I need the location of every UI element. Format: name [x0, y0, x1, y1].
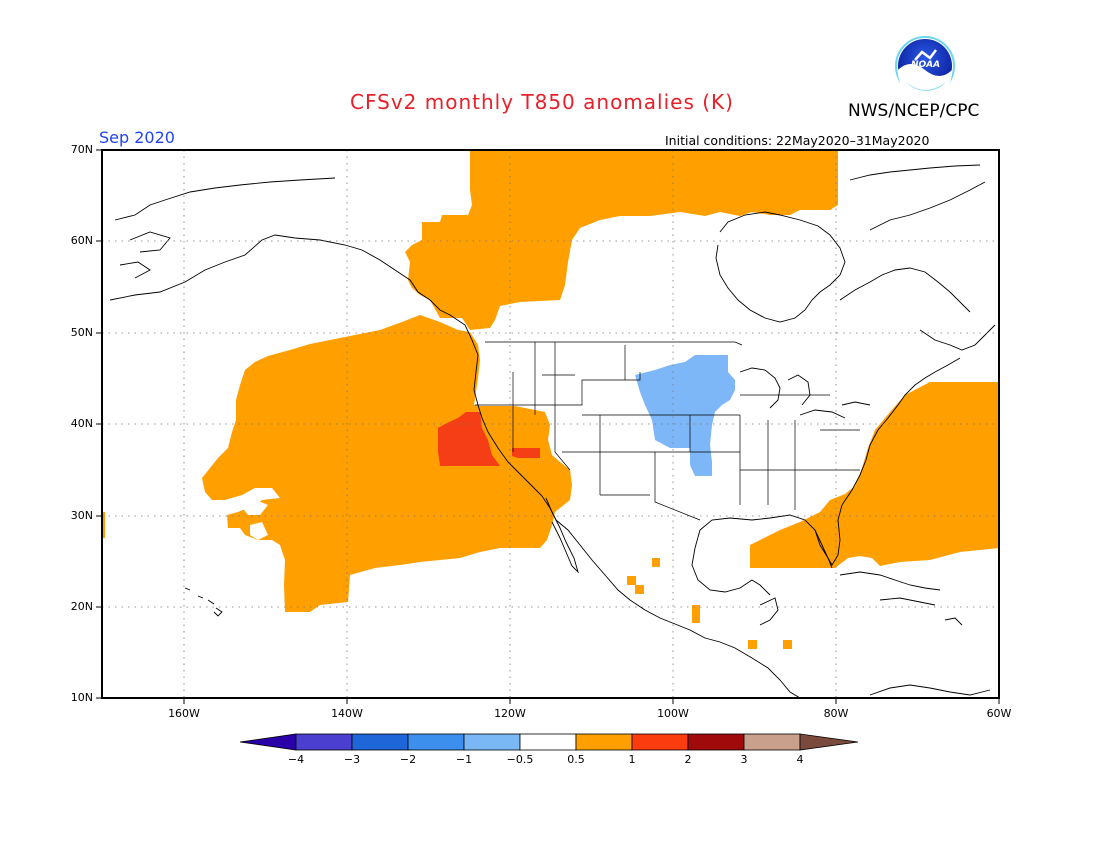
- colorbar-label: −4: [287, 753, 305, 766]
- colorbar-label: 2: [684, 753, 692, 766]
- map-area: [102, 150, 999, 698]
- initial-conditions: Initial conditions: 22May2020–31May2020: [665, 133, 930, 148]
- colorbar-arrow-low: [239, 733, 297, 751]
- colorbar-swatch: [687, 733, 745, 751]
- valid-month: Sep 2020: [99, 128, 175, 147]
- state-borders: [475, 341, 860, 521]
- anomaly-region-red-small: [512, 448, 540, 458]
- colorbar-label: 4: [796, 753, 804, 766]
- noaa-logo: [895, 36, 955, 99]
- lon-label: 100W: [657, 707, 689, 720]
- colorbar-label: −0.5: [506, 753, 534, 766]
- colorbar-swatch: [575, 733, 633, 751]
- lat-label: 30N: [70, 509, 93, 522]
- colorbar-label: −3: [343, 753, 361, 766]
- lon-label: 120W: [494, 707, 526, 720]
- graticule: [102, 150, 999, 698]
- colorbar-swatch: [351, 733, 409, 751]
- colorbar-label: −2: [399, 753, 417, 766]
- lat-label: 50N: [70, 326, 93, 339]
- colorbar-label: −1: [455, 753, 473, 766]
- lon-label: 80W: [823, 707, 849, 720]
- lat-label: 70N: [70, 143, 93, 156]
- logo-text: NOAA: [911, 60, 941, 70]
- colorbar-swatch: [519, 733, 577, 751]
- anomaly-region-atlantic: [750, 382, 999, 568]
- colorbar-arrow-high: [799, 733, 859, 751]
- colorbar-label: 1: [628, 753, 636, 766]
- lat-label: 40N: [70, 417, 93, 430]
- axis-ticks: [96, 149, 1000, 704]
- lon-label: 160W: [168, 707, 200, 720]
- anomaly-region-blue: [635, 355, 735, 476]
- colorbar-swatch: [407, 733, 465, 751]
- colorbar-label: 3: [740, 753, 748, 766]
- lat-label: 60N: [70, 234, 93, 247]
- anomaly-region-pacific: [202, 315, 572, 612]
- colorbar-swatch: [631, 733, 689, 751]
- chart-title: CFSv2 monthly T850 anomalies (K): [350, 90, 734, 114]
- anomaly-region-red: [438, 412, 500, 466]
- colorbar-swatch: [295, 733, 353, 751]
- lon-label: 140W: [331, 707, 363, 720]
- colorbar-swatch: [463, 733, 521, 751]
- organization-label: NWS/NCEP/CPC: [848, 101, 980, 121]
- colorbar: [239, 733, 859, 751]
- lat-label: 20N: [70, 600, 93, 613]
- coastlines: [109, 164, 996, 698]
- anomaly-region-canada: [405, 150, 838, 330]
- colorbar-swatch: [743, 733, 801, 751]
- lat-label: 10N: [70, 691, 93, 704]
- lon-label: 60W: [986, 707, 1012, 720]
- colorbar-label: 0.5: [567, 753, 585, 766]
